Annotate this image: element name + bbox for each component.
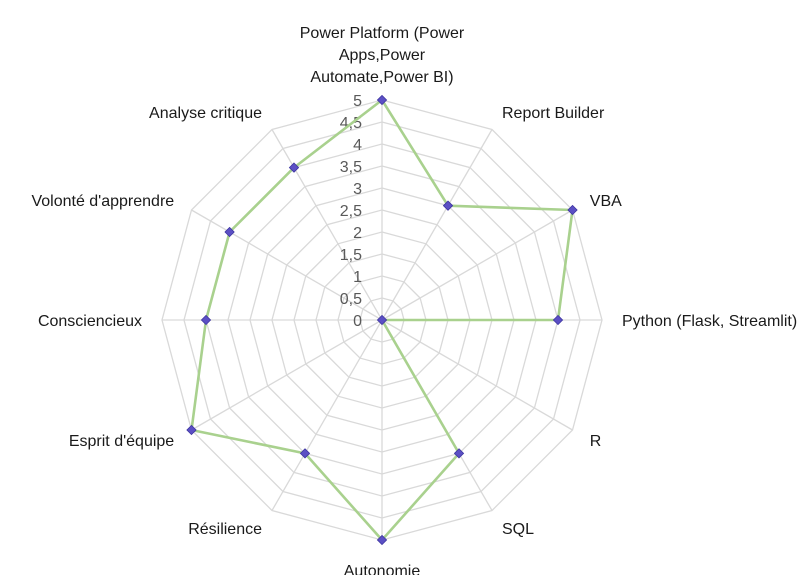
tick-label: 3 [353, 181, 362, 198]
data-point [552, 314, 564, 326]
data-point [442, 200, 454, 211]
data-point [567, 204, 578, 216]
grid-spoke [381, 129, 493, 321]
data-point [299, 448, 311, 459]
grid-spoke [271, 319, 383, 511]
series-layer [186, 94, 578, 546]
category-label: R [590, 433, 602, 450]
data-point [288, 162, 300, 173]
tick-label: 4 [353, 137, 362, 154]
tick-label: 1,5 [340, 247, 362, 264]
tick-label: 1 [353, 269, 362, 286]
data-point [200, 314, 212, 326]
category-label: VBA [590, 193, 622, 210]
category-label: Autonomie [344, 563, 421, 575]
category-label: Résilience [188, 521, 262, 538]
grid-spoke [381, 209, 573, 321]
data-point [376, 94, 388, 106]
tick-label: 3,5 [340, 159, 362, 176]
tick-label: 2,5 [340, 203, 362, 220]
data-point [186, 424, 197, 436]
category-labels: Power Platform (Power Apps,Power Automate,… [31, 25, 797, 575]
tick-label: 5 [353, 93, 362, 110]
data-point [224, 226, 235, 238]
tick-label: 0,5 [340, 291, 362, 308]
category-label: Esprit d'équipe [69, 433, 174, 450]
category-label: SQL [502, 521, 534, 538]
category-label: Power Platform (Power Apps,Power Automate,… [300, 25, 465, 86]
grid-spoke [191, 209, 383, 321]
grid-spoke [381, 319, 573, 431]
category-label: Report Builder [502, 105, 605, 122]
grid-spoke [191, 319, 383, 431]
category-label: Python (Flask, Streamlit) [622, 313, 797, 330]
category-label: Volonté d'apprendre [31, 193, 174, 210]
grid-spoke [271, 129, 383, 321]
data-point [453, 448, 465, 459]
data-point [376, 534, 388, 546]
tick-label: 2 [353, 225, 362, 242]
data-point [376, 314, 388, 326]
category-label: Analyse critique [149, 105, 262, 122]
category-label: Consciencieux [38, 313, 142, 330]
tick-label: 0 [353, 313, 362, 330]
